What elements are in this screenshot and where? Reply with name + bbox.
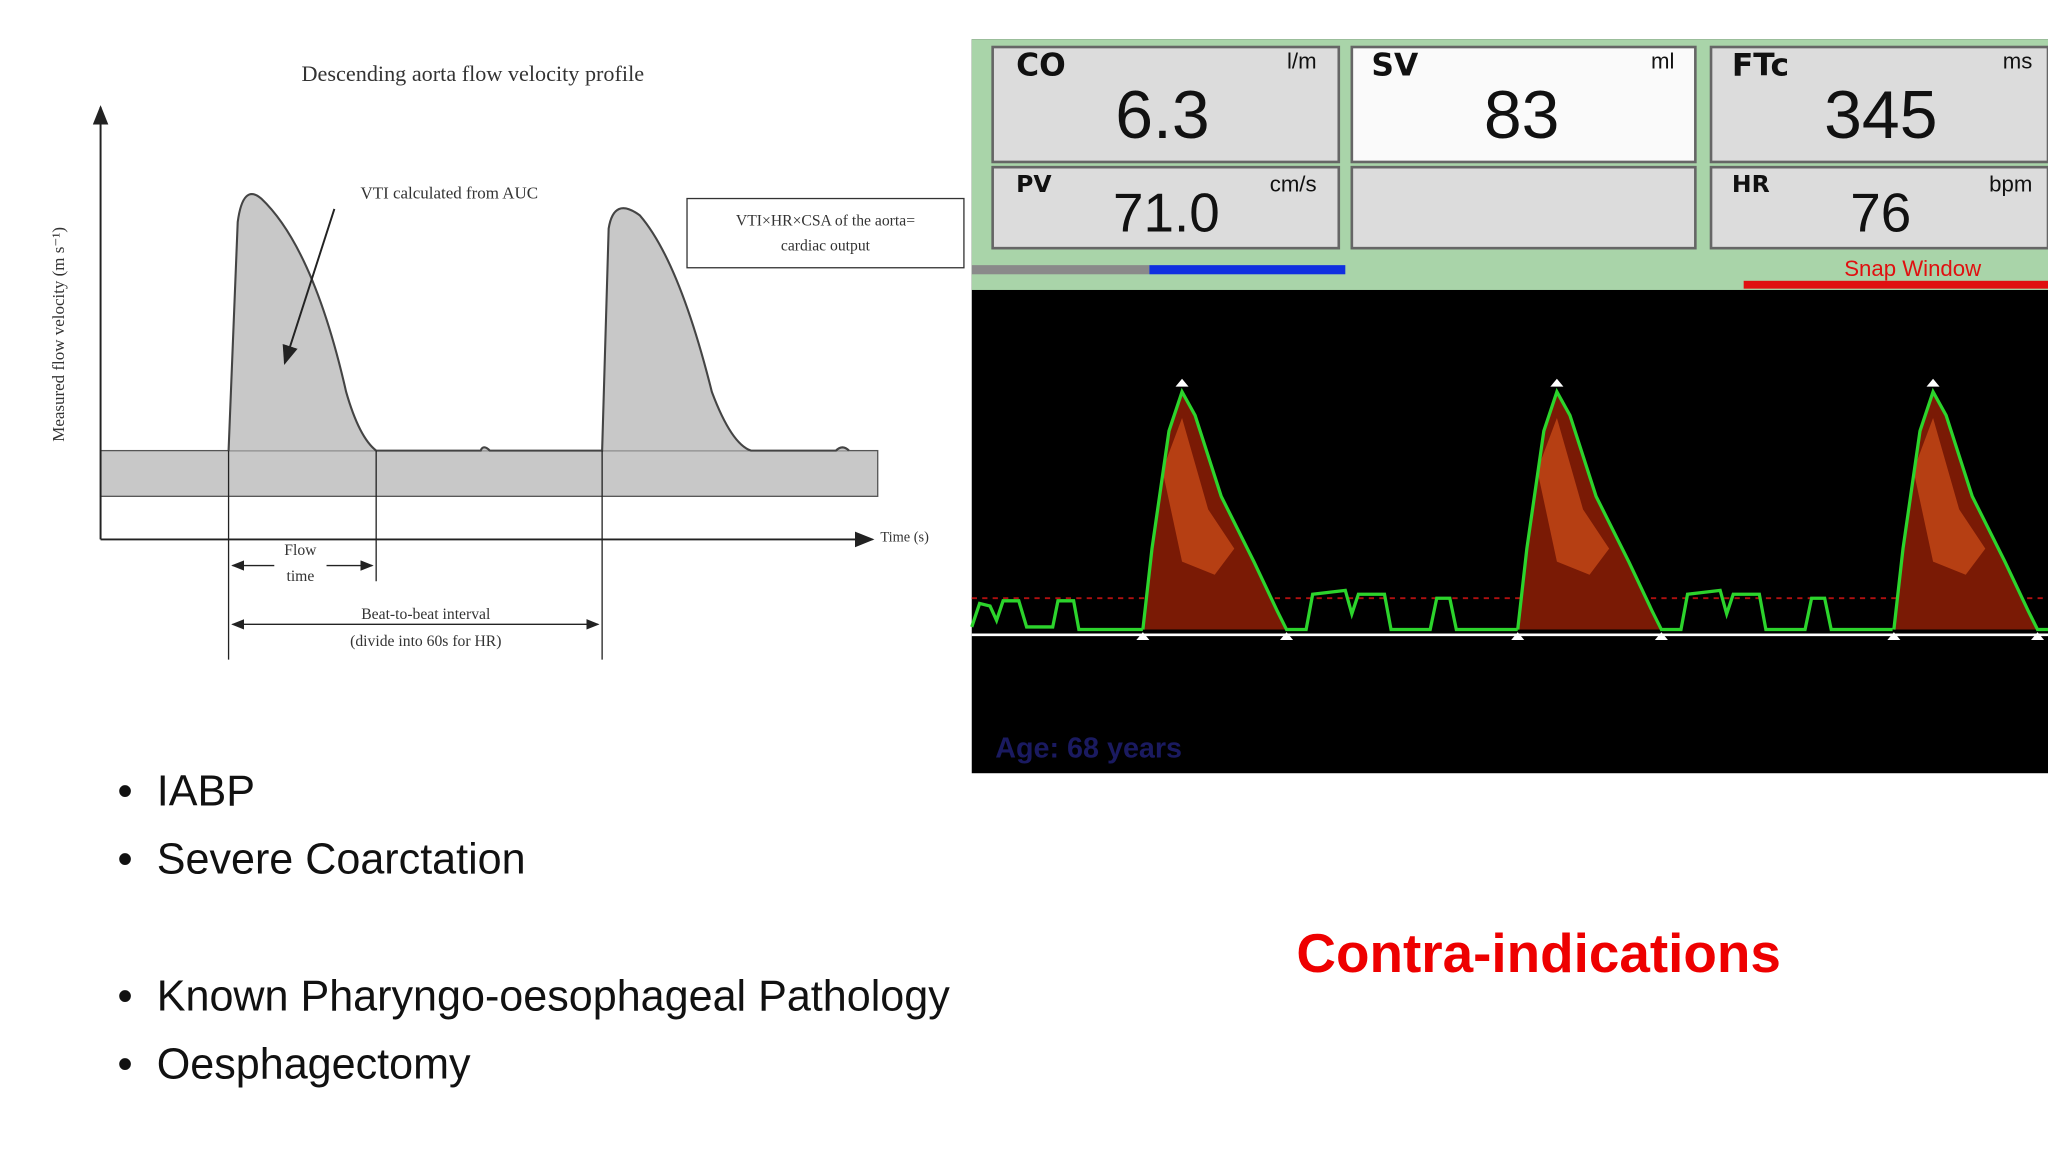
- vti-annotation: VTI calculated from AUC: [360, 184, 538, 203]
- flow-time-label: Flow: [284, 542, 317, 559]
- bullet-text: Oesphagectomy: [157, 1040, 471, 1088]
- cell: [1709, 45, 2048, 164]
- bullet-dot: •: [118, 835, 133, 883]
- cell: [991, 165, 1341, 250]
- cell-value: 345: [1824, 78, 1937, 153]
- snap-bar: [1743, 280, 2048, 289]
- progress-blue: [1149, 265, 1346, 275]
- cell: [991, 45, 1341, 164]
- output-box-line: cardiac output: [781, 237, 871, 254]
- cell-unit: ms: [2003, 49, 2033, 74]
- heading: Contra-indications: [1296, 922, 1780, 984]
- progress-gray: [971, 265, 1150, 275]
- beat-interval-label: (divide into 60s for HR): [350, 633, 501, 650]
- cell-value: 76: [1850, 181, 1911, 243]
- output-box: [686, 197, 965, 269]
- cell-label: SV: [1371, 48, 1419, 84]
- cell-label: HR: [1732, 170, 1770, 198]
- cell-unit: cm/s: [1270, 171, 1317, 196]
- envelope-trace: [970, 599, 1143, 632]
- vti-arrow: [282, 208, 336, 365]
- cell-label: PV: [1016, 170, 1052, 198]
- baseline-band: [99, 449, 879, 497]
- bullet-dot: •: [118, 1040, 133, 1088]
- y-axis-label: Measured flow velocity (m s⁻¹): [49, 227, 68, 442]
- cell: [1350, 45, 1697, 164]
- bullet-list: • IABP • Severe Coarctation • Known Phar…: [118, 768, 951, 1089]
- output-box-line: VTI×HR×CSA of the aorta=: [736, 213, 915, 230]
- cell-unit: l/m: [1287, 49, 1317, 74]
- cell-value: 6.3: [1115, 78, 1209, 153]
- snap-window-label: Snap Window: [1844, 256, 1982, 281]
- cell-label: FTc: [1732, 48, 1789, 84]
- bullet-dot: •: [118, 973, 133, 1021]
- flow-diagram: Descending aorta flow velocity profile T…: [49, 61, 965, 660]
- cell-unit: ml: [1651, 49, 1674, 74]
- cell: [1350, 165, 1697, 250]
- velocity-profile: [227, 193, 850, 452]
- cell-label: CO: [1016, 48, 1066, 84]
- age-label: Age: 68 years: [995, 732, 1182, 764]
- monitor: CO l/m 6.3 SV ml 83 FTc ms 345 PV cm/s 7…: [970, 39, 2048, 774]
- x-axis-label: Time (s): [880, 529, 929, 545]
- bullet-text: IABP: [157, 768, 255, 816]
- bullet-text: Severe Coarctation: [157, 835, 526, 883]
- bullet-text: Known Pharyngo-oesophageal Pathology: [157, 973, 950, 1021]
- bullet-dot: •: [118, 768, 133, 816]
- cell-value: 71.0: [1113, 181, 1220, 243]
- cell-value: 83: [1484, 78, 1560, 153]
- label-backing: [331, 606, 520, 621]
- diagram-title: Descending aorta flow velocity profile: [302, 61, 645, 86]
- flow-time-label: time: [286, 568, 314, 585]
- cell-unit: bpm: [1989, 171, 2032, 196]
- beat-interval-label: Beat-to-beat interval: [361, 606, 491, 623]
